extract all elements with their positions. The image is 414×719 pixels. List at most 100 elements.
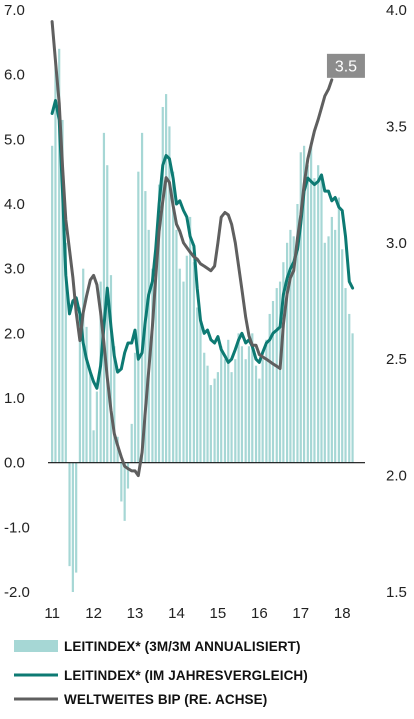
bar bbox=[230, 372, 233, 463]
legend-item-yoy: LEITINDEX* (IM JAHRESVERGLEICH) bbox=[14, 664, 308, 686]
bar bbox=[265, 339, 268, 463]
bar bbox=[289, 229, 292, 463]
bar bbox=[275, 288, 278, 463]
legend-label: LEITINDEX* (3M/3M ANNUALISIERT) bbox=[64, 638, 301, 654]
x-axis: 11 12 13 14 15 16 17 18 bbox=[44, 605, 350, 622]
left-tick-label: 1.0 bbox=[4, 390, 25, 407]
right-tick-label: 4.0 bbox=[386, 2, 407, 19]
right-tick-label: 2.5 bbox=[386, 351, 407, 368]
bar bbox=[244, 359, 247, 463]
bar bbox=[68, 462, 71, 567]
x-tick-label: 11 bbox=[44, 605, 60, 622]
left-tick-label: 2.0 bbox=[4, 325, 25, 342]
left-tick-label: 5.0 bbox=[4, 131, 25, 148]
bar bbox=[92, 430, 95, 463]
bar bbox=[213, 378, 216, 463]
bar bbox=[292, 236, 295, 463]
bar bbox=[140, 132, 144, 463]
left-tick-label: 7.0 bbox=[4, 2, 25, 19]
bar bbox=[113, 346, 116, 463]
bar bbox=[147, 229, 150, 463]
x-tick-label: 18 bbox=[334, 605, 351, 622]
bar bbox=[175, 229, 178, 463]
x-tick-label: 16 bbox=[251, 605, 268, 622]
bar bbox=[327, 236, 330, 463]
bar bbox=[351, 333, 354, 463]
bar bbox=[254, 365, 258, 463]
x-tick-label: 15 bbox=[210, 605, 227, 622]
left-tick-label: -2.0 bbox=[4, 584, 30, 601]
bar bbox=[348, 313, 351, 463]
legend-item-bars: LEITINDEX* (3M/3M ANNUALISIERT) bbox=[14, 635, 301, 657]
bar bbox=[123, 462, 126, 521]
bar bbox=[189, 216, 192, 463]
right-tick-label: 1.5 bbox=[386, 584, 407, 601]
bar bbox=[109, 275, 113, 463]
bar bbox=[285, 242, 289, 463]
left-tick-label: 0.0 bbox=[4, 455, 25, 472]
legend-swatch-yoy bbox=[14, 673, 58, 677]
bar bbox=[261, 359, 264, 463]
annotation-label: 3.5 bbox=[335, 58, 357, 75]
bar bbox=[151, 268, 154, 463]
bar bbox=[258, 378, 261, 463]
bar bbox=[102, 132, 106, 463]
bar bbox=[344, 288, 347, 463]
annotation-3-5: 3.5 bbox=[326, 53, 365, 78]
bar bbox=[61, 119, 64, 463]
bar bbox=[310, 145, 313, 463]
bar bbox=[137, 171, 140, 463]
legend-swatch-gdp bbox=[14, 697, 58, 701]
bar bbox=[334, 229, 337, 463]
bar bbox=[95, 391, 98, 463]
x-tick-label: 12 bbox=[85, 605, 102, 622]
legend-label: LEITINDEX* (IM JAHRESVERGLEICH) bbox=[64, 667, 308, 683]
bar bbox=[271, 301, 275, 463]
bar bbox=[313, 178, 316, 463]
bar bbox=[223, 359, 227, 463]
bar bbox=[120, 462, 123, 502]
right-tick-label: 2.0 bbox=[386, 468, 407, 485]
line-series bbox=[50, 20, 355, 478]
right-tick-label: 3.5 bbox=[386, 118, 407, 135]
annotation-box bbox=[326, 53, 365, 78]
bar bbox=[216, 372, 219, 463]
bar bbox=[168, 126, 171, 463]
bar bbox=[71, 462, 74, 592]
bar bbox=[51, 145, 54, 463]
bar bbox=[306, 165, 309, 463]
bar bbox=[317, 165, 320, 463]
right-axis: 1.5 2.0 2.5 3.0 3.5 4.0 bbox=[386, 2, 407, 601]
x-tick-label: 14 bbox=[168, 605, 185, 622]
x-tick-label: 17 bbox=[292, 605, 309, 622]
bar bbox=[89, 372, 92, 463]
bar bbox=[240, 346, 244, 463]
bar bbox=[237, 333, 240, 463]
bar bbox=[247, 346, 251, 463]
bar bbox=[296, 204, 299, 463]
bar bbox=[178, 268, 181, 463]
bar bbox=[268, 313, 271, 463]
left-tick-label: 6.0 bbox=[4, 67, 25, 84]
bar bbox=[64, 242, 67, 463]
bar-series-3m-annualisiert bbox=[51, 48, 354, 592]
x-tick-label: 13 bbox=[127, 605, 144, 622]
bar bbox=[172, 171, 175, 463]
left-tick-label: 4.0 bbox=[4, 196, 25, 213]
bar bbox=[192, 262, 195, 463]
bar bbox=[58, 48, 61, 463]
bar bbox=[85, 326, 88, 463]
bar bbox=[220, 346, 223, 463]
legend-swatch-bars bbox=[14, 640, 58, 652]
bar bbox=[157, 184, 161, 463]
bar bbox=[185, 255, 188, 463]
bar bbox=[126, 462, 130, 489]
bar bbox=[206, 365, 209, 463]
bar bbox=[209, 385, 212, 463]
left-tick-label: 3.0 bbox=[4, 261, 25, 278]
left-axis: -2.0 -1.0 0.0 1.0 2.0 3.0 4.0 5.0 6.0 7.0 bbox=[4, 2, 30, 601]
bar bbox=[320, 178, 323, 463]
bar bbox=[323, 242, 326, 463]
bar bbox=[203, 352, 206, 463]
